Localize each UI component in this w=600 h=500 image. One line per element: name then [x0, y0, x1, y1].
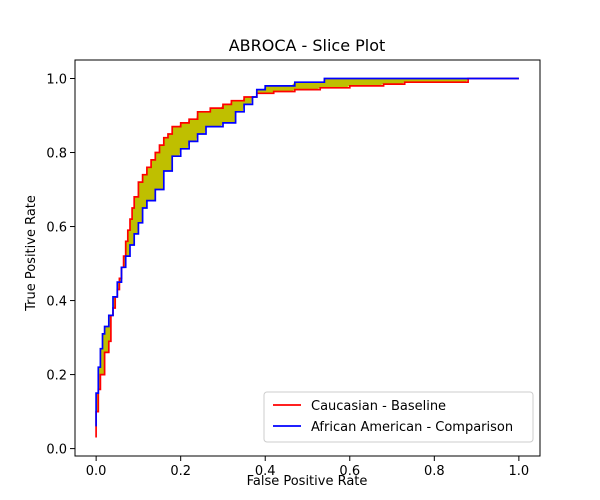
y-tick-label: 0.2 — [46, 369, 67, 384]
x-tick-label: 0.8 — [424, 464, 445, 479]
x-tick-label: 1.0 — [509, 464, 530, 479]
chart-title: ABROCA - Slice Plot — [229, 36, 386, 55]
y-axis-label: True Positive Rate — [24, 195, 39, 312]
x-axis-label: False Positive Rate — [247, 474, 368, 489]
legend: Caucasian - Baseline African American - C… — [263, 391, 534, 443]
series-lines — [95, 77, 519, 438]
fill-between-area — [96, 78, 519, 412]
x-tick-label: 0.6 — [339, 464, 360, 479]
legend-label: Caucasian - Baseline — [311, 399, 446, 414]
y-tick-label: 0.0 — [46, 443, 67, 458]
series-line-0 — [95, 77, 519, 438]
y-tick-label: 1.0 — [46, 73, 67, 88]
y-axis: 0.0 0.2 0.4 0.6 0.8 1.0 — [46, 73, 75, 458]
legend-box — [263, 391, 534, 443]
plot-frame — [74, 59, 541, 457]
legend-label: African American - Comparison — [311, 420, 513, 435]
x-tick-label: 0.2 — [170, 464, 191, 479]
y-tick-label: 0.8 — [46, 147, 67, 162]
x-tick-label: 0.0 — [86, 464, 107, 479]
y-tick-label: 0.6 — [46, 221, 67, 236]
plot-area — [74, 59, 541, 457]
fill-between-polygon — [96, 78, 519, 412]
x-axis: 0.0 0.2 0.4 0.6 0.8 1.0 — [86, 456, 529, 479]
series-line-1 — [95, 77, 519, 427]
x-tick-label: 0.4 — [255, 464, 276, 479]
y-tick-label: 0.4 — [46, 295, 67, 310]
